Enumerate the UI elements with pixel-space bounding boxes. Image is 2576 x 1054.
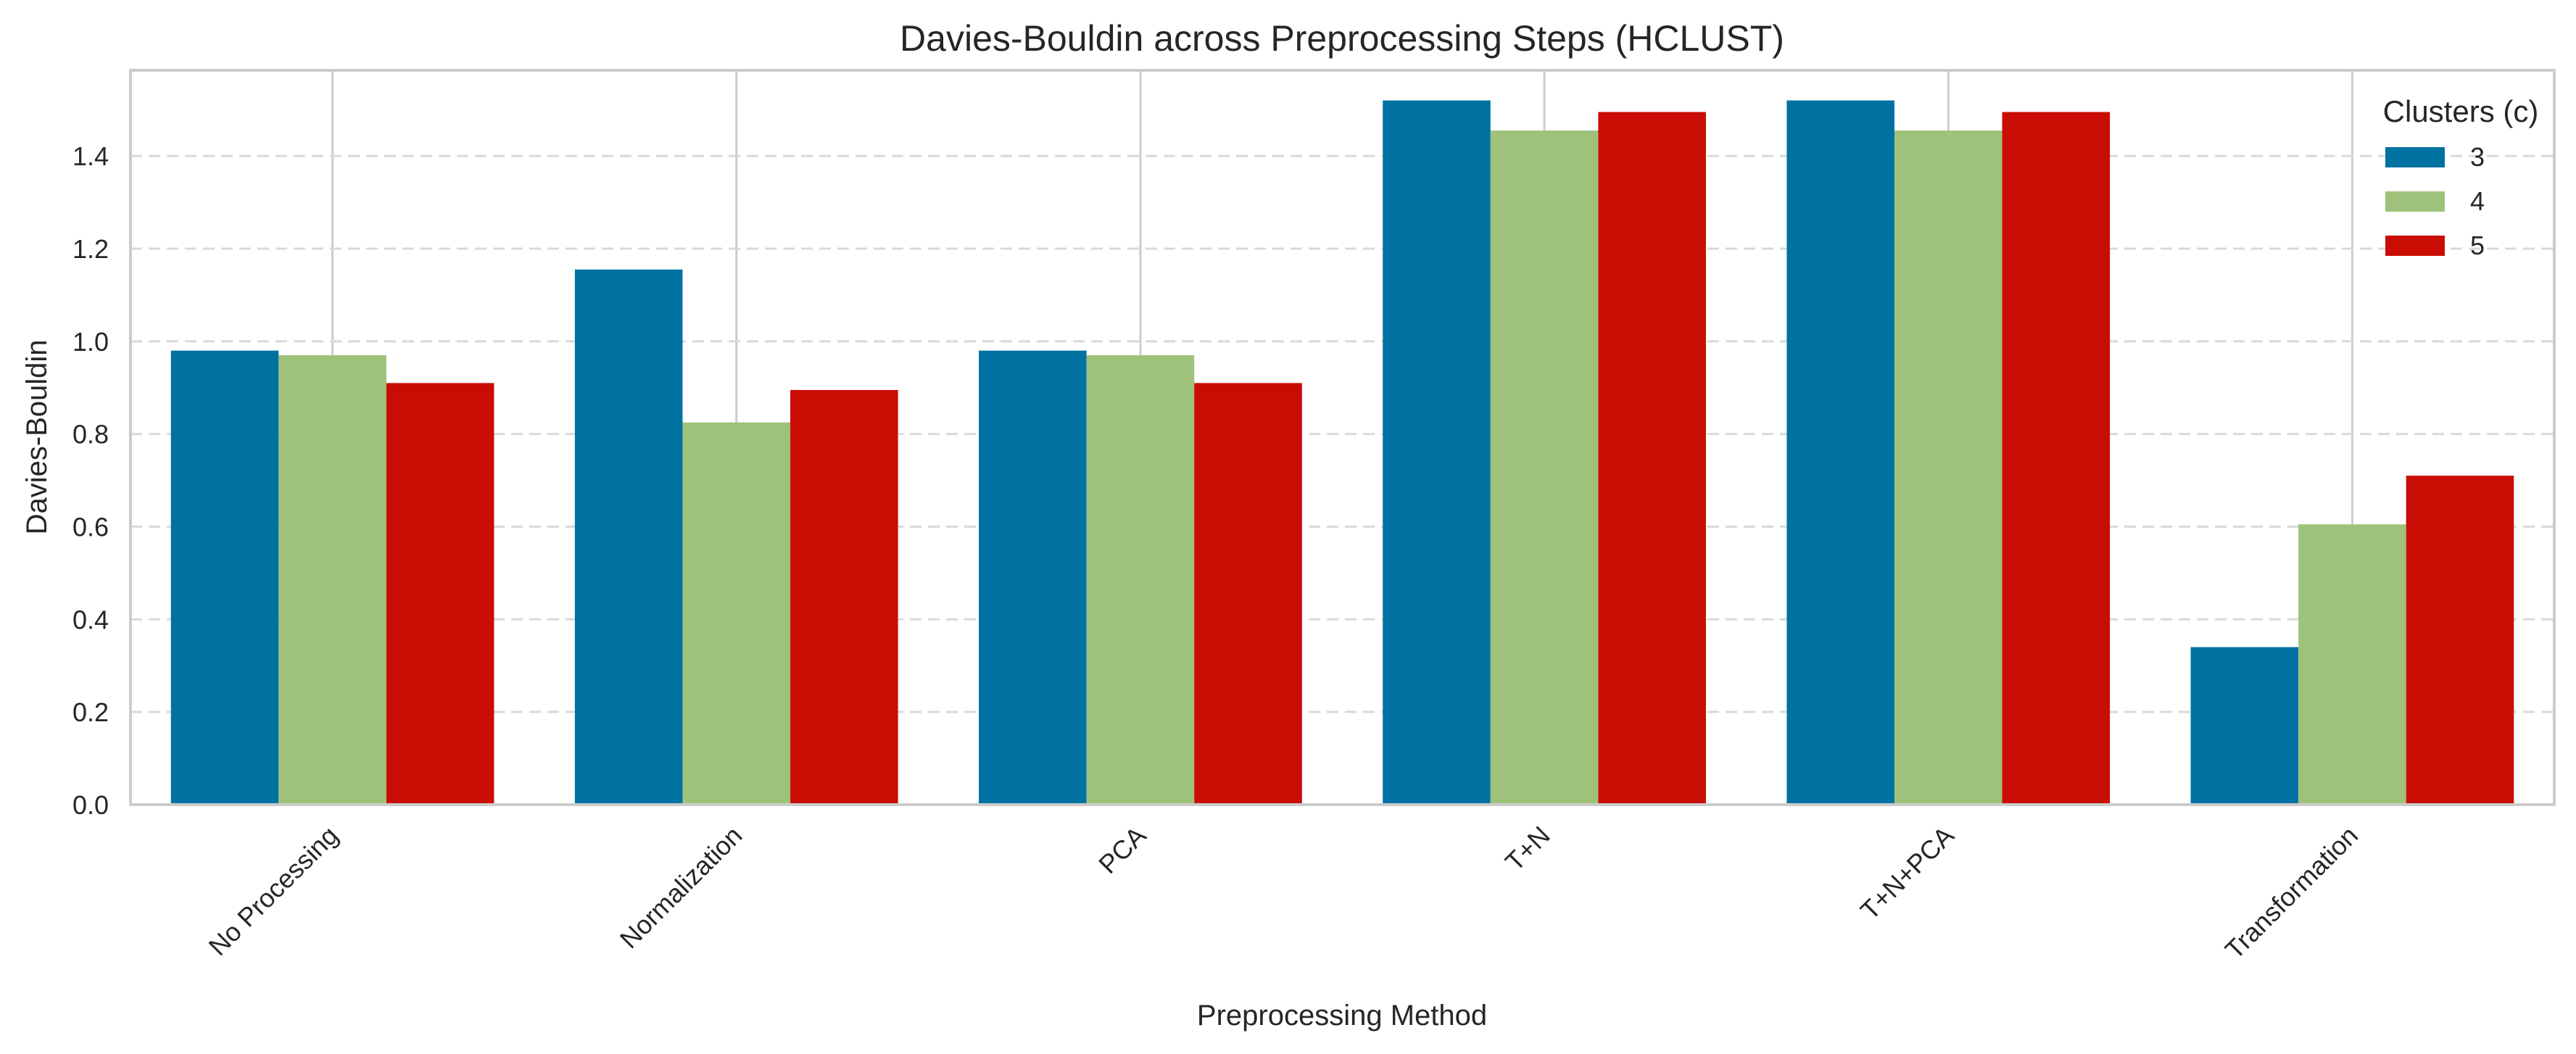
legend-label: 3 bbox=[2470, 142, 2485, 172]
chart-title: Davies-Bouldin across Preprocessing Step… bbox=[900, 18, 1784, 59]
bar bbox=[1194, 383, 1302, 805]
y-tick-label: 0.6 bbox=[73, 513, 109, 542]
x-tick-labels: No Processing Normalization PCA T+N T+N+PCA T… bbox=[203, 821, 2364, 965]
legend-label: 4 bbox=[2470, 186, 2485, 216]
y-tick-label: 0.8 bbox=[73, 420, 109, 449]
y-tick-label: 0.4 bbox=[73, 605, 109, 634]
legend-swatch bbox=[2385, 236, 2445, 256]
x-axis-title: Preprocessing Method bbox=[1197, 1000, 1487, 1032]
bar bbox=[2190, 647, 2299, 805]
bar bbox=[2406, 476, 2514, 805]
x-tick-label: PCA bbox=[1093, 821, 1151, 879]
x-tick-label: No Processing bbox=[203, 821, 344, 962]
bar bbox=[574, 269, 683, 805]
bar bbox=[1598, 112, 1706, 805]
x-tick-label: T+N bbox=[1499, 821, 1556, 877]
y-tick-label: 1.2 bbox=[73, 234, 109, 264]
y-tick-labels: 0.0 0.2 0.4 0.6 0.8 1.0 1.2 1.4 bbox=[73, 141, 109, 820]
legend: Clusters (c) 3 4 5 bbox=[2383, 94, 2539, 260]
bar bbox=[2298, 524, 2406, 805]
x-tick-label: Normalization bbox=[614, 821, 748, 955]
bar bbox=[1894, 130, 2003, 805]
y-tick-label: 0.0 bbox=[73, 790, 109, 820]
bar bbox=[386, 383, 494, 805]
y-tick-label: 1.4 bbox=[73, 141, 109, 171]
bars-group bbox=[170, 100, 2514, 805]
bar bbox=[1786, 100, 1894, 805]
bar bbox=[979, 350, 1087, 805]
bar bbox=[170, 350, 279, 805]
bar bbox=[1086, 355, 1195, 805]
x-tick-label: Transformation bbox=[2219, 821, 2364, 965]
plot-border bbox=[129, 69, 2556, 806]
x-tick-label: T+N+PCA bbox=[1855, 821, 1960, 926]
bar bbox=[278, 355, 386, 805]
y-axis-title: Davies-Bouldin bbox=[21, 339, 53, 534]
bar bbox=[1490, 130, 1599, 805]
plot-frame bbox=[129, 69, 2556, 806]
legend-swatch bbox=[2385, 147, 2445, 167]
bar bbox=[682, 422, 791, 805]
bar bbox=[1383, 100, 1491, 805]
legend-swatch bbox=[2385, 191, 2445, 212]
bar bbox=[2002, 112, 2111, 805]
legend-label: 5 bbox=[2470, 231, 2485, 260]
y-tick-label: 1.0 bbox=[73, 327, 109, 357]
bar bbox=[790, 389, 898, 805]
y-tick-label: 0.2 bbox=[73, 697, 109, 727]
legend-title: Clusters (c) bbox=[2383, 94, 2539, 128]
